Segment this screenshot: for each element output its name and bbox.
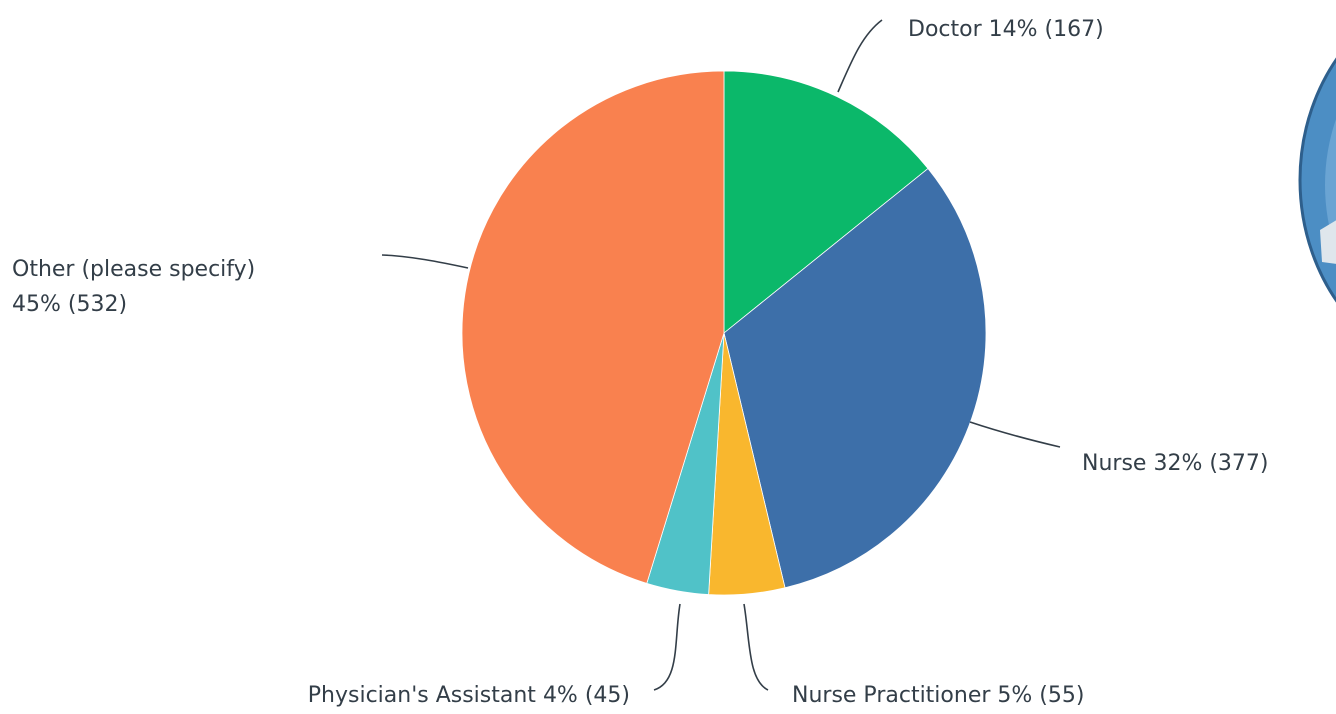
slice-label: Physician's Assistant (308, 683, 537, 708)
slice-label: Other (please specify) (12, 257, 255, 282)
slice-label: Nurse Practitioner (792, 683, 991, 708)
leader-line (970, 422, 1060, 447)
leader-line (838, 20, 882, 92)
slice-value-label: 45% (532) (12, 292, 127, 317)
slice-label: Doctor (908, 17, 983, 42)
slice-label-group: Nurse 32% (377) (1082, 451, 1269, 476)
slice-value-label: 5% (55) (997, 683, 1084, 708)
page: {"chart_data": {"type": "pie", "categori… (0, 0, 1336, 714)
slice-value-label: 32% (377) (1153, 451, 1268, 476)
slice-value-label: 4% (45) (543, 683, 630, 708)
decorative-photo (1300, 0, 1336, 375)
leader-line (744, 604, 768, 690)
chart: Doctor14% (167) Nurse 32% (377) Nurse Pract… (0, 0, 1336, 714)
slice-value-label: 14% (167) (989, 17, 1104, 42)
slice-label: Nurse (1082, 451, 1146, 476)
leader-line (654, 604, 680, 690)
leader-line (382, 255, 468, 268)
